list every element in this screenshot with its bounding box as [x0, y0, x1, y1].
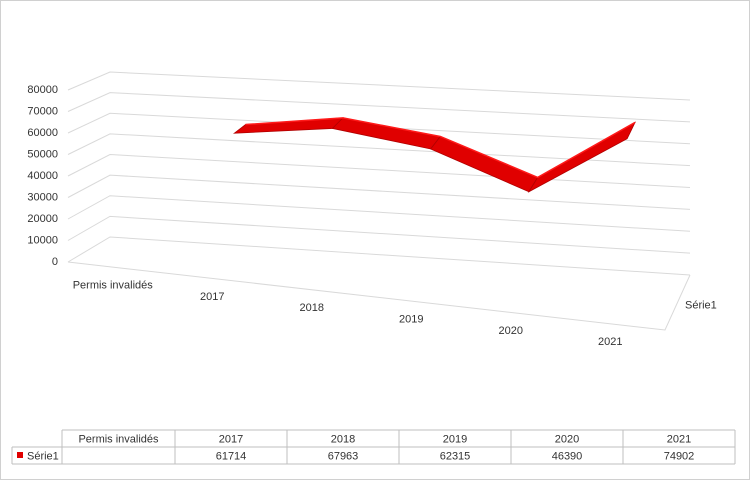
table-value: 61714 — [216, 450, 247, 462]
grid-line — [67, 92, 691, 123]
table-value: 74902 — [664, 450, 695, 462]
legend-key — [17, 452, 23, 458]
grid-line — [67, 71, 691, 101]
grid-line — [67, 133, 691, 167]
table-value: 46390 — [552, 450, 583, 462]
line — [245, 117, 636, 179]
floor-edge — [67, 261, 691, 331]
y-tick-label: 50000 — [27, 148, 58, 160]
table-value: 62315 — [440, 450, 471, 462]
x-tick-label: 2018 — [300, 302, 324, 314]
y-tick-label: 40000 — [27, 170, 58, 182]
y-tick-label: 80000 — [27, 84, 58, 96]
table-header: 2019 — [443, 433, 467, 445]
x-tick-label: 2020 — [499, 325, 523, 337]
table-header: 2021 — [667, 433, 691, 445]
depth-label: Série1 — [685, 299, 717, 311]
grid-line — [67, 112, 691, 145]
grid-line — [67, 236, 691, 276]
grid-line — [67, 215, 691, 254]
table-header: Permis invalidés — [78, 433, 159, 445]
table-header: 2018 — [331, 433, 355, 445]
table-header: 2017 — [219, 433, 243, 445]
y-tick-label: 30000 — [27, 191, 58, 203]
x-tick-label: Permis invalidés — [73, 280, 154, 292]
grid-line — [67, 195, 691, 232]
x-tick-label: 2017 — [200, 291, 224, 303]
table-row-label: Série1 — [27, 450, 59, 462]
x-tick-label: 2019 — [399, 314, 423, 326]
y-tick-label: 70000 — [27, 105, 58, 117]
y-tick-label: 20000 — [27, 213, 58, 225]
y-tick-label: 0 — [52, 256, 58, 268]
x-tick-label: 2021 — [598, 336, 622, 348]
table-value: 67963 — [328, 450, 359, 462]
y-tick-label: 60000 — [27, 127, 58, 139]
table-header: 2020 — [555, 433, 579, 445]
grid-line — [67, 174, 691, 210]
y-tick-label: 10000 — [27, 234, 58, 246]
